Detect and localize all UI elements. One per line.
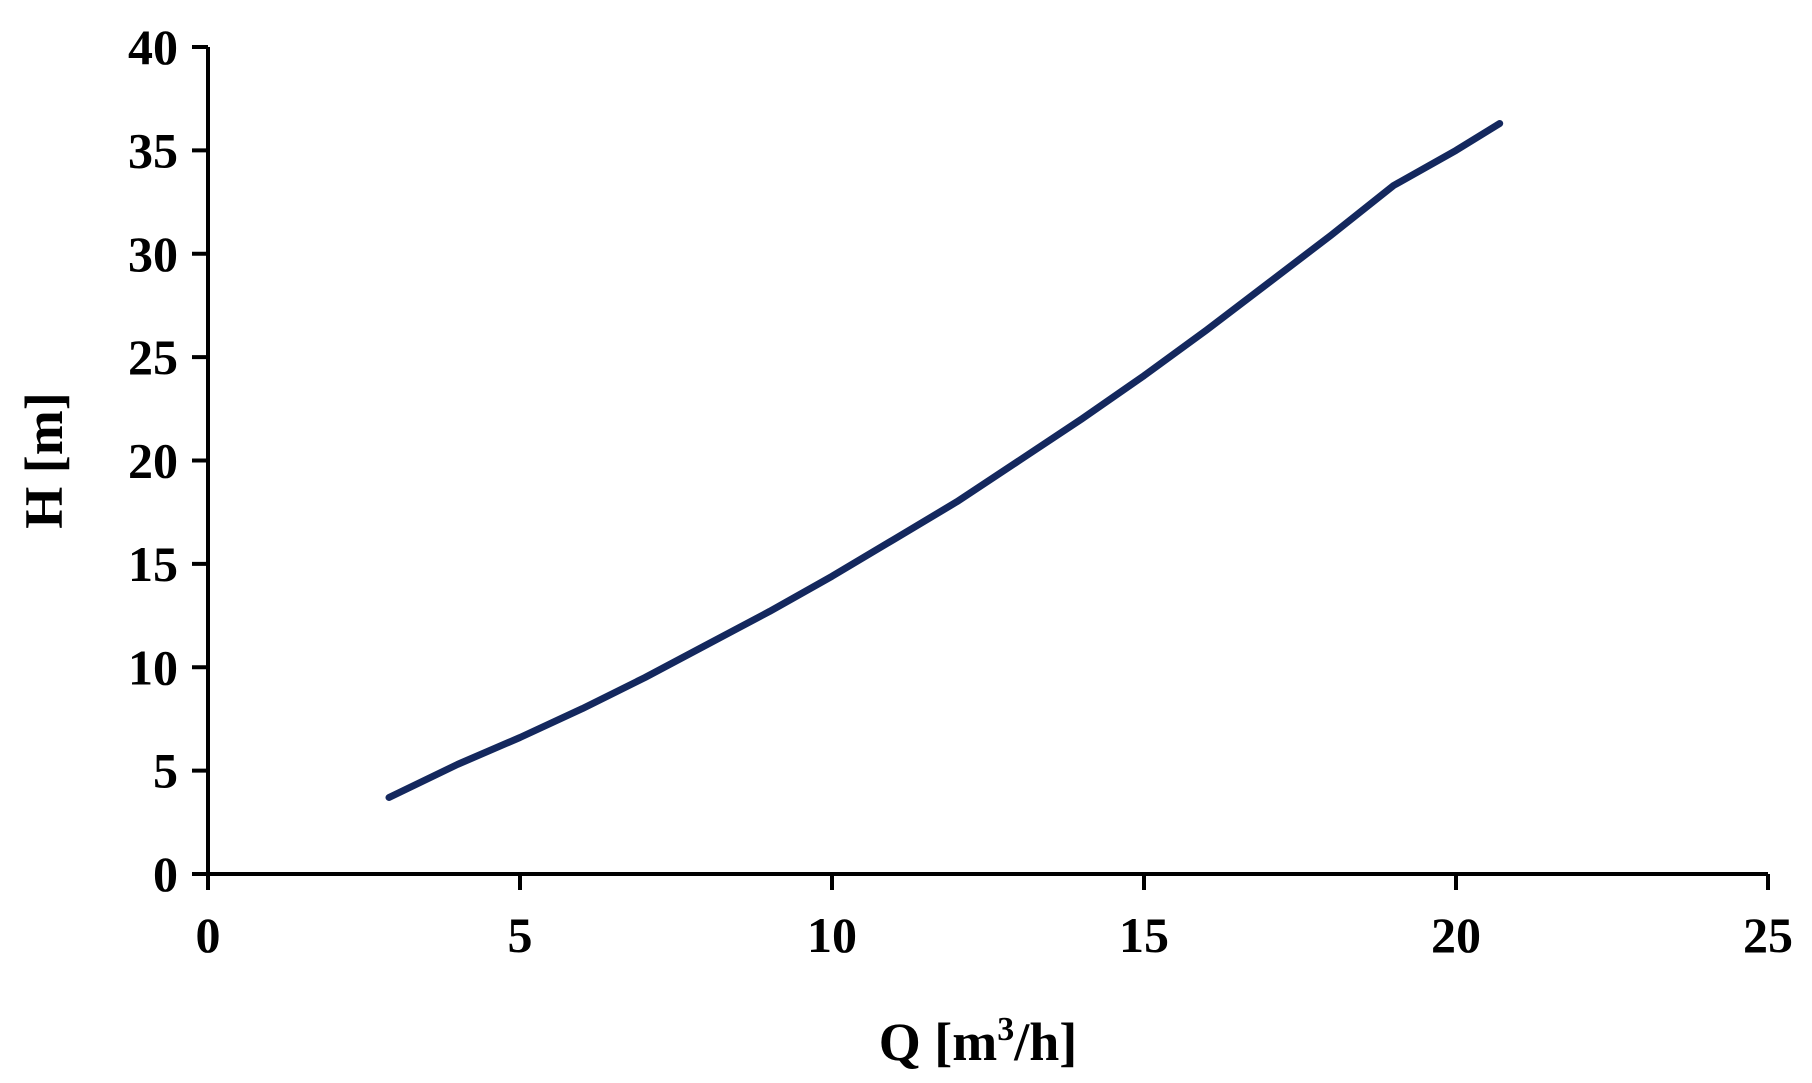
y-tick-label: 30 xyxy=(128,226,178,282)
y-tick-label: 15 xyxy=(128,536,178,592)
y-tick-label: 35 xyxy=(128,122,178,178)
y-tick-label: 20 xyxy=(128,433,178,489)
series-group xyxy=(385,120,1504,801)
x-axis-title: Q [m3/h] xyxy=(879,1011,1078,1072)
y-tick-label: 5 xyxy=(153,743,178,799)
x-tick-label: 0 xyxy=(196,907,221,963)
x-axis-ticks: 0 5 10 15 20 25 xyxy=(196,874,1793,963)
y-tick-label: 10 xyxy=(128,639,178,695)
x-tick-label: 10 xyxy=(807,907,857,963)
x-tick-label: 5 xyxy=(508,907,533,963)
series-line xyxy=(385,120,1504,801)
y-tick-label: 40 xyxy=(128,19,178,75)
y-axis-title: H [m] xyxy=(14,392,74,528)
y-tick-label: 0 xyxy=(153,846,178,902)
y-axis-ticks: 0 5 10 15 20 25 30 35 40 xyxy=(128,19,208,902)
x-tick-label: 25 xyxy=(1743,907,1793,963)
x-tick-label: 20 xyxy=(1431,907,1481,963)
y-tick-label: 25 xyxy=(128,329,178,385)
x-tick-label: 15 xyxy=(1119,907,1169,963)
